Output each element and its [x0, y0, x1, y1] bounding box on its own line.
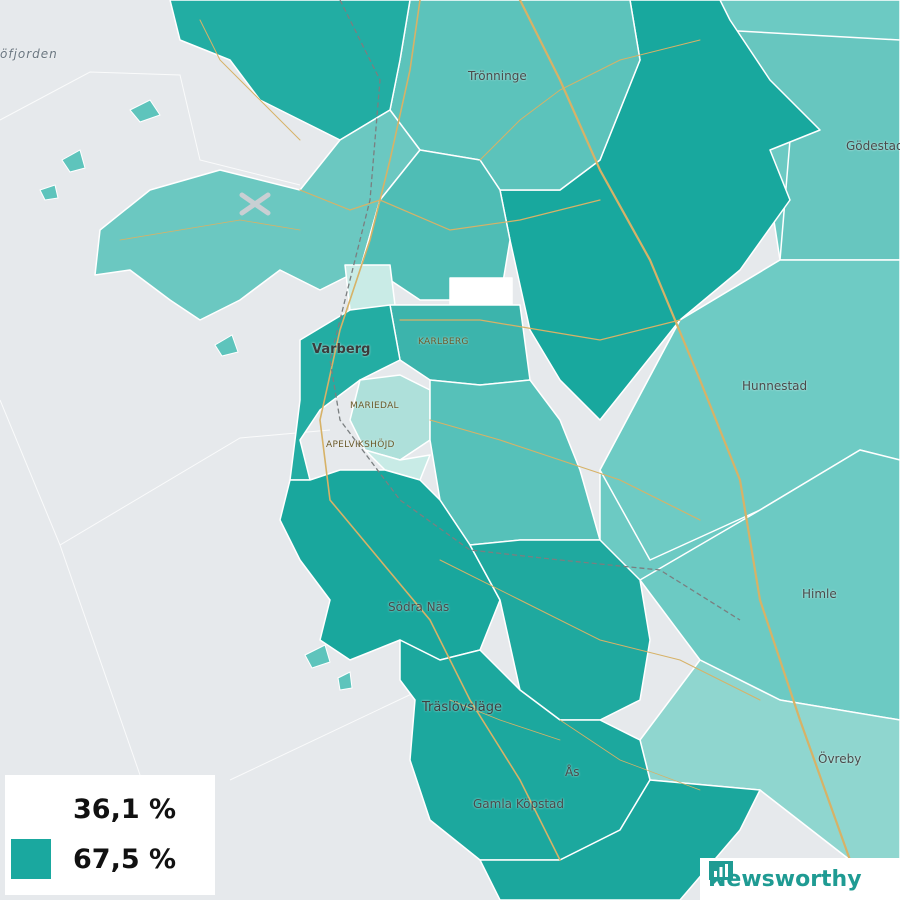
label-gamla-kopstad: Gamla Köpstad — [473, 797, 565, 811]
legend-swatch-min — [11, 789, 51, 829]
legend-row-max: 67,5 % — [11, 839, 176, 879]
railway — [329, 0, 741, 621]
label-apelvikshojd: APELVIKSHÖJD — [326, 440, 395, 450]
label-sodra-nas: Södra Näs — [388, 600, 450, 614]
roads — [119, 0, 852, 862]
label-godestad: Gödestad — [846, 139, 900, 153]
region-southeast — [469, 539, 651, 721]
label-himle: Himle — [802, 587, 837, 601]
region-center-white — [449, 277, 513, 306]
brand-name: Newsworthy — [708, 866, 862, 892]
legend-swatch-max — [11, 839, 51, 879]
legend-label-max: 67,5 % — [73, 843, 177, 875]
label-hunnestad: Hunnestad — [742, 379, 808, 393]
region-mariedal — [349, 374, 431, 461]
label-tronninge: Trönninge — [468, 69, 527, 83]
label-varberg: Varberg — [312, 342, 371, 357]
label-traslovslage: Träslövsläge — [422, 700, 502, 715]
brand-badge[interactable]: Newsworthy — [700, 858, 900, 900]
label-mariedal: MARIEDAL — [350, 401, 399, 411]
legend: 36,1 % 67,5 % — [5, 775, 215, 895]
label-fjord: öfjorden — [0, 47, 58, 61]
municipality-regions — [94, 0, 900, 900]
label-karlberg: KARLBERG — [418, 337, 469, 347]
islands — [39, 99, 353, 691]
maritime-lines — [0, 71, 421, 781]
legend-row-min: 36,1 % — [11, 789, 176, 829]
region-apelvikshojd — [364, 449, 431, 481]
legend-label-min: 36,1 % — [73, 793, 177, 825]
region-varberg-coast — [289, 304, 401, 481]
airport-cross-icon — [239, 192, 271, 216]
region-gamla-kopstad — [479, 779, 761, 900]
region-northwest — [169, 0, 411, 141]
label-ovreby: Övreby — [818, 752, 862, 766]
label-as: Ås — [565, 765, 580, 779]
bar-chart-speech-icon — [709, 861, 733, 886]
